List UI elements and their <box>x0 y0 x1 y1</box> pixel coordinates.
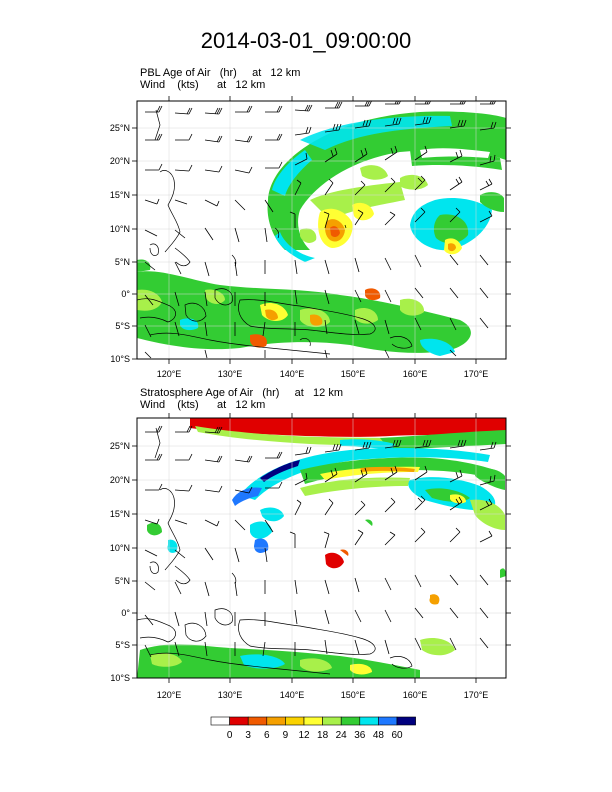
panel1-lon-label: 130°E <box>218 369 243 379</box>
panel2-wind-barbs <box>144 425 497 658</box>
panel2-field-label: Stratosphere Age of Air (hr) at 12 km <box>140 387 343 399</box>
colorbar: 0 3 6 9 12 18 24 36 48 60 <box>210 716 416 741</box>
colorbar-swatch <box>247 716 268 726</box>
panel1-frame <box>136 100 507 360</box>
panel1-lat-label: 0° <box>121 289 130 299</box>
colorbar-label: 12 <box>298 730 310 741</box>
colorbar-label: 60 <box>391 730 403 741</box>
colorbar-swatch <box>359 716 379 726</box>
panel2-lon-label: 160°E <box>403 690 428 700</box>
panel1-lon-label: 140°E <box>280 369 305 379</box>
panel2-gridlines <box>137 418 506 678</box>
panel1-lat-label: 25°N <box>110 123 130 133</box>
panel1-lat-label: 10°N <box>110 224 130 234</box>
colorbar-label: 18 <box>317 730 329 741</box>
panel1-gridlines <box>137 101 506 359</box>
colorbar-swatch <box>303 716 323 726</box>
colorbar-labels: 0 3 6 9 12 18 24 36 48 60 <box>227 730 403 741</box>
panel1-lat-label: 10°S <box>110 354 130 364</box>
panel2-lat-label: 25°N <box>110 441 130 451</box>
panel1-field-label: PBL Age of Air (hr) at 12 km <box>140 67 301 79</box>
colorbar-swatch <box>322 716 342 726</box>
panel2-lat-label: 0° <box>121 608 130 618</box>
colorbar-swatch <box>229 716 249 726</box>
panel2-lon-label: 170°E <box>464 690 489 700</box>
panel2-lon-label: 130°E <box>218 690 243 700</box>
panel2-lon-label: 140°E <box>280 690 305 700</box>
panel2-lat-labels: 25°N 20°N 15°N 10°N 5°N 0° 5°S 10°S <box>110 441 131 683</box>
panel1-wind-label: Wind (kts) at 12 km <box>140 79 266 91</box>
colorbar-label: 6 <box>264 730 270 741</box>
panel1-lon-label: 170°E <box>464 369 489 379</box>
colorbar-swatch <box>396 716 416 726</box>
colorbar-swatch <box>378 716 398 726</box>
colorbar-label: 24 <box>336 730 348 741</box>
colorbar-swatch <box>285 716 305 726</box>
panel2-age-of-air-field <box>137 418 506 678</box>
panel1-lat-label: 15°N <box>110 190 130 200</box>
colorbar-label: 0 <box>227 730 233 741</box>
colorbar-swatches <box>210 716 416 726</box>
colorbar-swatch <box>210 716 230 726</box>
panel1-map: 120°E 130°E 140°E 150°E 160°E 170°E 25°N… <box>110 96 511 379</box>
colorbar-swatch <box>340 716 361 726</box>
panel2-coastlines <box>137 427 413 675</box>
panel2-lon-label: 150°E <box>341 690 366 700</box>
panel1-wind-barbs <box>144 101 497 359</box>
panel2-lat-label: 15°N <box>110 509 130 519</box>
panel2-lat-label: 10°N <box>110 543 130 553</box>
panel2-lat-label: 5°N <box>115 576 130 586</box>
panel1-lon-label: 160°E <box>403 369 428 379</box>
colorbar-label: 48 <box>373 730 385 741</box>
panel1-lat-label: 20°N <box>110 156 130 166</box>
colorbar-label: 36 <box>354 730 366 741</box>
panel2-lon-labels: 120°E 130°E 140°E 150°E 160°E 170°E <box>157 690 489 700</box>
panel2-lat-label: 5°S <box>115 640 130 650</box>
panel1-lat-labels: 25°N 20°N 15°N 10°N 5°N 0° 5°S 10°S <box>110 123 131 364</box>
main-title: 2014-03-01_09:00:00 <box>200 28 412 53</box>
panel1-lon-label: 120°E <box>157 369 182 379</box>
colorbar-label: 3 <box>245 730 251 741</box>
panel2-lat-label: 10°S <box>110 673 130 683</box>
panel1-lon-labels: 120°E 130°E 140°E 150°E 160°E 170°E <box>157 369 489 379</box>
panel2-wind-label: Wind (kts) at 12 km <box>140 399 266 411</box>
panel2-axis-ticks <box>132 413 511 683</box>
panel1-coastlines <box>137 109 413 355</box>
panel1-lon-label: 150°E <box>341 369 366 379</box>
colorbar-swatch <box>266 716 286 726</box>
panel1-age-of-air-field <box>137 111 506 356</box>
colorbar-label: 9 <box>283 730 289 741</box>
panel1-lat-label: 5°N <box>115 257 130 267</box>
panel2-lat-label: 20°N <box>110 475 130 485</box>
panel2-map: 120°E 130°E 140°E 150°E 160°E 170°E 25°N… <box>110 413 511 700</box>
panel1-axis-ticks <box>132 96 511 364</box>
panel1-lat-label: 5°S <box>115 321 130 331</box>
panel2-lon-label: 120°E <box>157 690 182 700</box>
